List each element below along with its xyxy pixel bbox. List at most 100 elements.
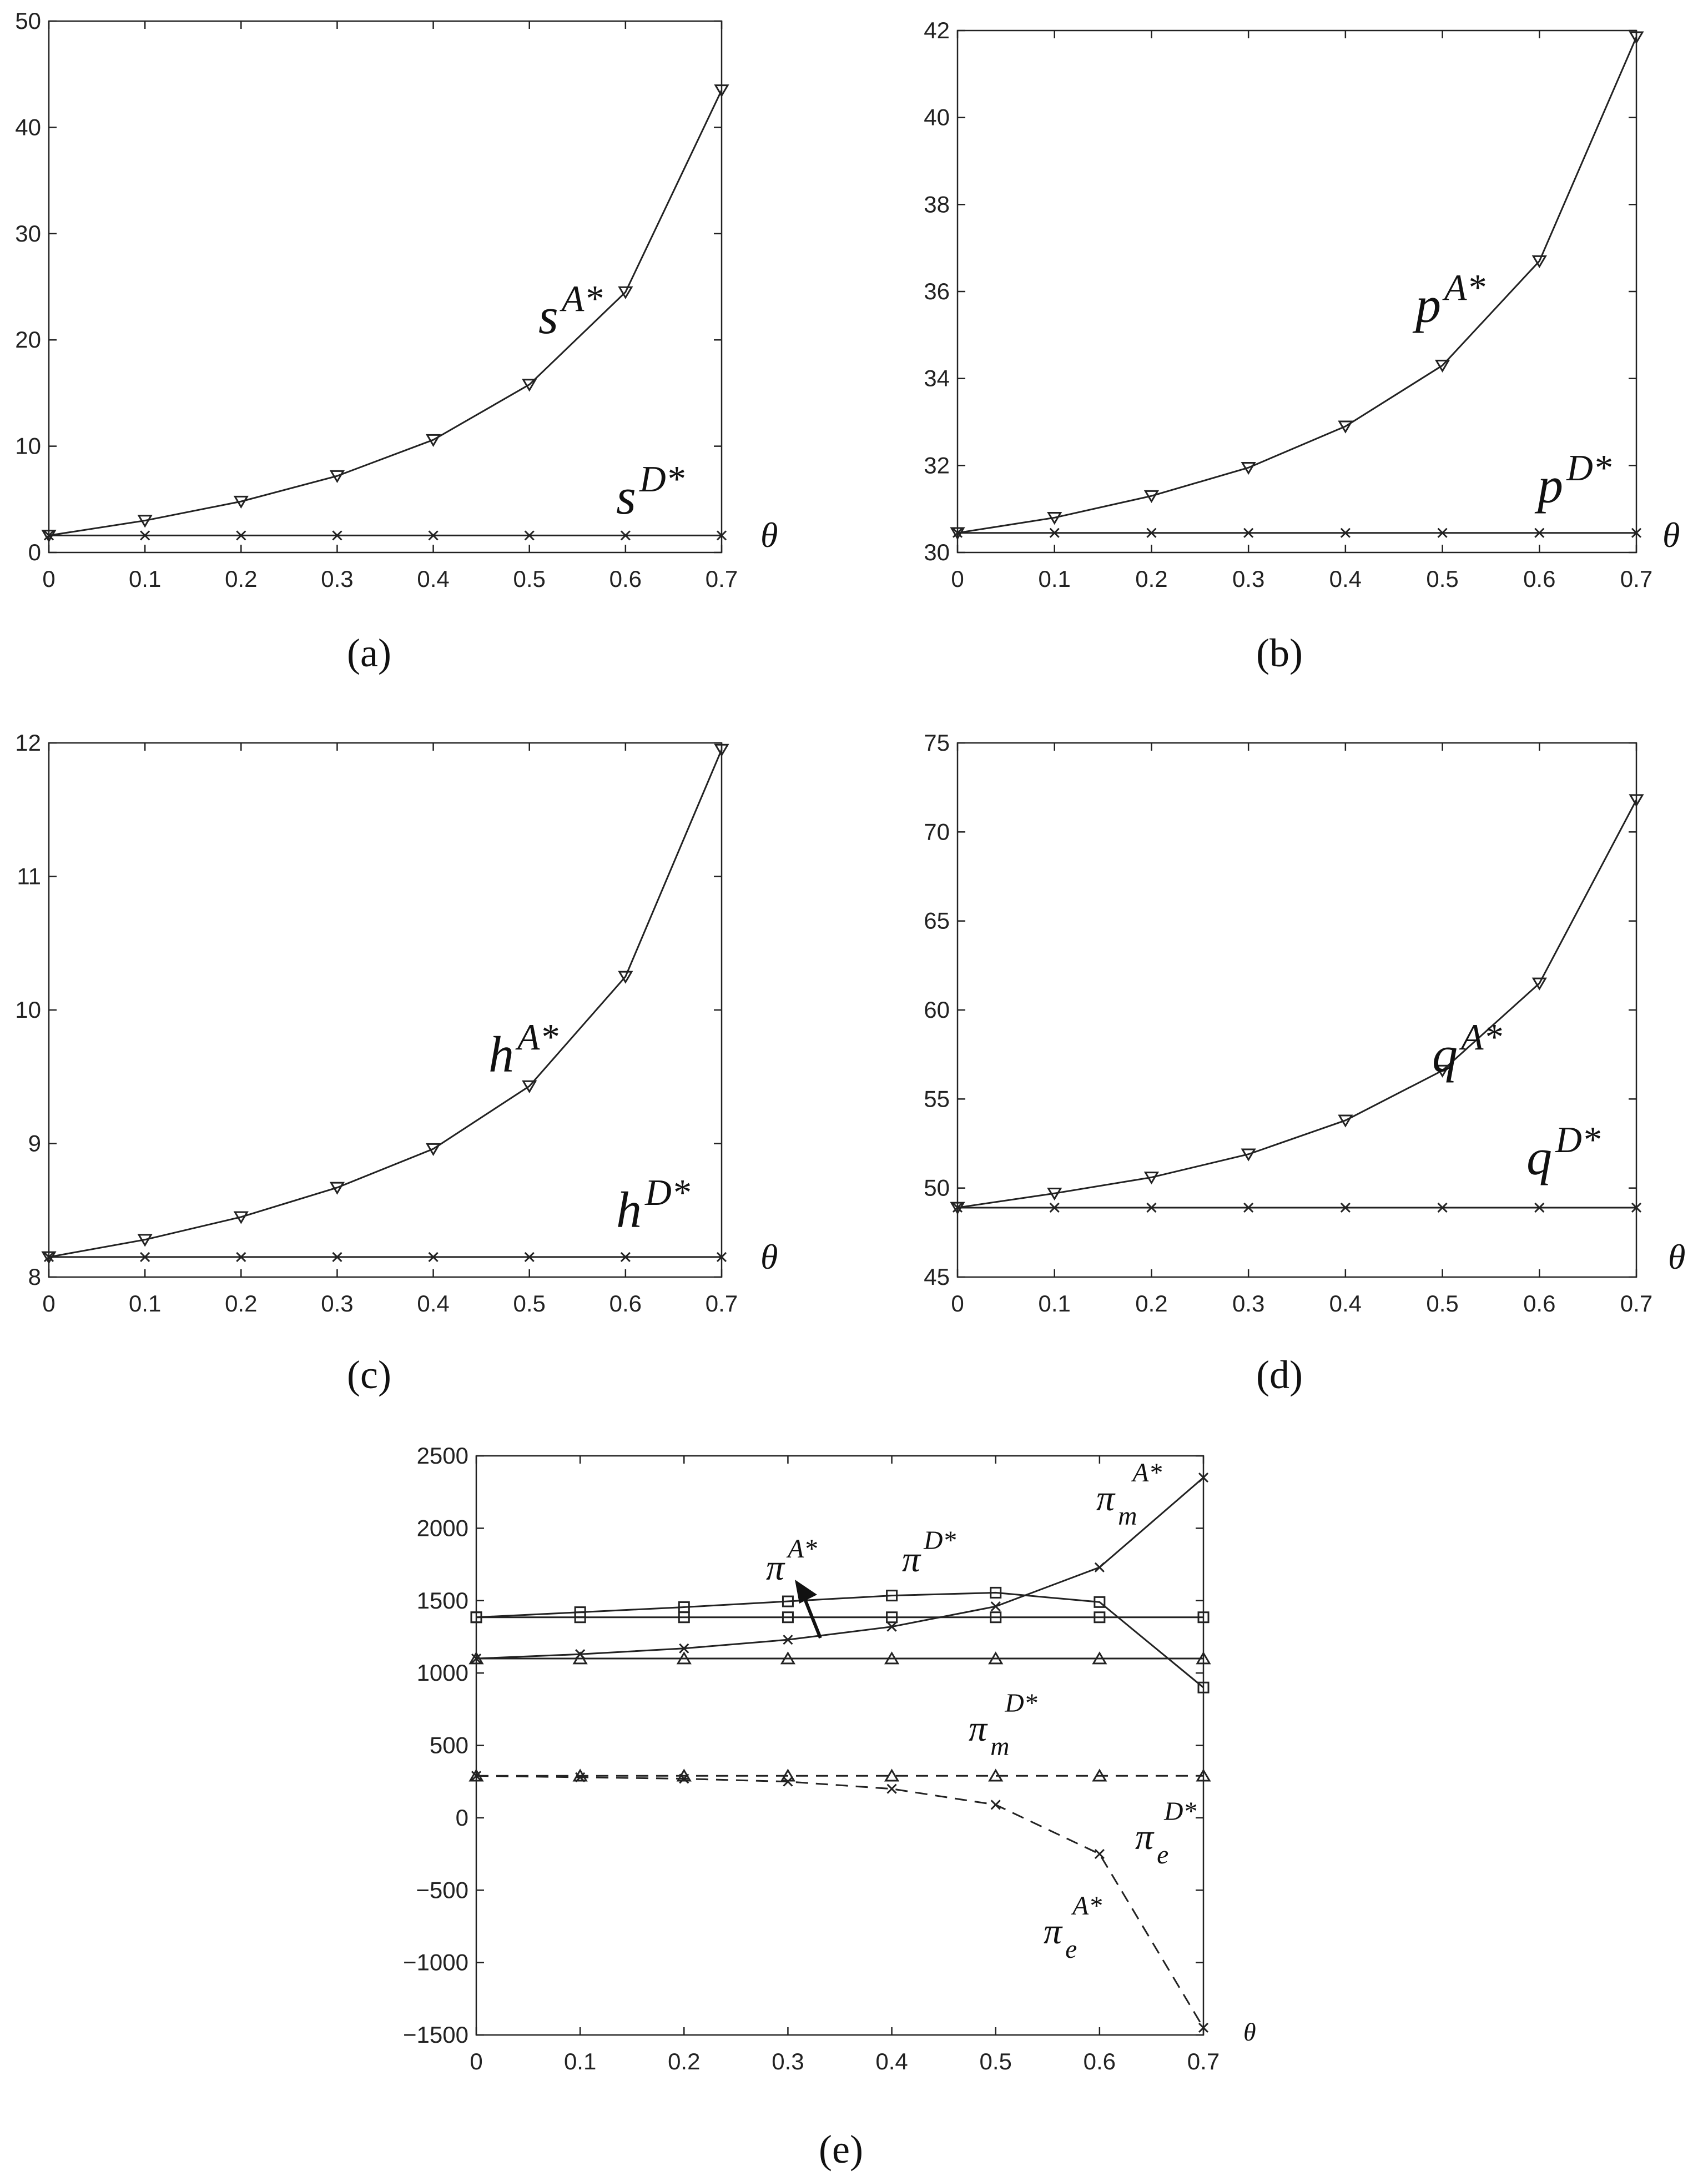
series-line [957,799,1638,1209]
y-tick-label: 30 [15,220,41,247]
x-tick-label: 0.6 [1523,1290,1555,1316]
data-point-marker [1437,1202,1448,1213]
y-tick-label: 20 [15,326,41,353]
data-point-marker [990,1611,1002,1624]
data-point-marker [952,527,963,538]
x-tick-label: 0 [470,2048,482,2074]
chart-b: 30 32 34 36 38 40 42 0 0.1 0.2 0.3 0.4 0.5 0.6 0.7 pA* p… [924,17,1680,675]
data-point-marker [714,84,729,98]
data-point-marker [620,530,631,541]
data-point-marker [1196,1768,1211,1782]
series-e-1 [470,1611,1210,1624]
y-tick-label: 75 [924,730,950,756]
series-e-5 [471,1771,1209,2033]
series-line [957,37,1638,534]
x-tick-label: 0.3 [1232,566,1264,592]
y-tick-label: 2500 [417,1443,468,1469]
data-point-marker [1340,527,1351,538]
data-point-marker [1243,1202,1254,1213]
series-a-0 [41,84,729,543]
data-point-marker [884,1651,900,1665]
data-point-marker [620,1252,631,1262]
y-tick-label: 50 [15,8,41,34]
data-point-marker [425,1143,441,1156]
data-point-marker [1534,1202,1545,1213]
y-tick-label: 34 [924,365,950,391]
data-point-marker [716,530,727,541]
x-axis-label: θ [1243,2018,1256,2046]
y-tick-label: 60 [924,997,950,1023]
data-point-marker [1094,1848,1105,1860]
y-tick-label: 40 [924,104,950,130]
x-tick-label: 0.6 [609,566,642,592]
y-tick-label: 36 [924,278,950,304]
series-label: pD* [1534,448,1612,514]
data-point-marker [988,1651,1004,1665]
data-point-marker [137,1234,153,1247]
data-point-marker [1241,1148,1256,1162]
x-tick-label: 0.5 [513,1290,546,1316]
chart-d: 45 50 55 60 65 70 75 0 0.1 0.2 0.3 0.4 0.5 0.6 0.7 qA* q… [924,730,1685,1397]
chart-a: 0 10 20 30 40 50 0 0.1 0.2 0.3 0.4 0.5 0.6 0.7 sA* sD* θ… [15,8,778,675]
y-tick-label: 0 [456,1805,468,1831]
data-point-marker [1243,527,1254,538]
x-tick-label: 0.4 [417,1290,449,1316]
series-b-1 [952,527,1642,538]
data-point-marker [679,1643,689,1654]
data-point-marker [1196,1651,1211,1665]
data-point-marker [1047,1187,1062,1201]
x-tick-label: 0.6 [1523,566,1555,592]
x-tick-label: 0.3 [321,566,353,592]
x-tick-label: 0.3 [1232,1290,1264,1316]
x-axis-label: θ [760,1237,778,1277]
data-point-marker [780,1651,796,1665]
data-point-marker [716,1252,727,1262]
data-point-marker [1094,1562,1105,1572]
panel-caption: (d) [1256,1353,1303,1397]
x-axis-label: θ [760,515,778,555]
data-point-marker [524,1252,535,1262]
x-tick-label: 0.4 [1329,566,1362,592]
x-tick-label: 0.2 [1135,1290,1167,1316]
y-tick-label: 40 [15,114,41,140]
data-point-marker [522,1080,537,1093]
data-point-marker [783,1635,793,1645]
x-tick-label: 0 [42,566,55,592]
data-point-marker [990,1800,1001,1810]
chart-b-frame [956,29,1638,554]
data-point-marker [618,971,633,984]
data-point-marker [1197,1681,1210,1693]
data-point-marker [575,1772,586,1782]
chart-d-frame [956,742,1638,1278]
y-tick-label: 0 [28,539,41,565]
x-axis-label: θ [1668,1237,1685,1277]
data-point-marker [1631,1202,1642,1213]
y-tick-label: 55 [924,1086,950,1112]
series-label: qD* [1526,1120,1601,1185]
data-point-marker [574,1611,586,1624]
y-tick-label: 38 [924,191,950,217]
series-e-2 [471,1473,1209,1664]
y-tick-label: 1500 [417,1587,468,1614]
data-point-marker [1047,512,1062,525]
series-c-0 [41,743,729,1264]
series-label: hD* [616,1173,691,1238]
data-point-marker [1197,1611,1210,1624]
data-point-marker [1437,527,1448,538]
data-point-marker [886,1621,897,1632]
x-tick-label: 0.7 [1620,566,1652,592]
data-point-marker [332,1252,342,1262]
data-point-marker [522,379,537,392]
series-label: π eA* [1044,1892,1102,1964]
data-point-marker [990,1586,1002,1599]
data-point-marker [1434,1064,1450,1078]
data-point-marker [524,530,535,541]
data-point-marker [1143,1172,1160,1185]
data-point-marker [783,1776,793,1787]
series-label: pA* [1412,268,1485,333]
data-point-marker [572,1651,588,1665]
y-tick-label: 9 [28,1130,41,1157]
x-tick-label: 0.5 [1426,1290,1458,1316]
data-point-marker [1146,527,1157,538]
data-point-marker [1434,359,1450,373]
